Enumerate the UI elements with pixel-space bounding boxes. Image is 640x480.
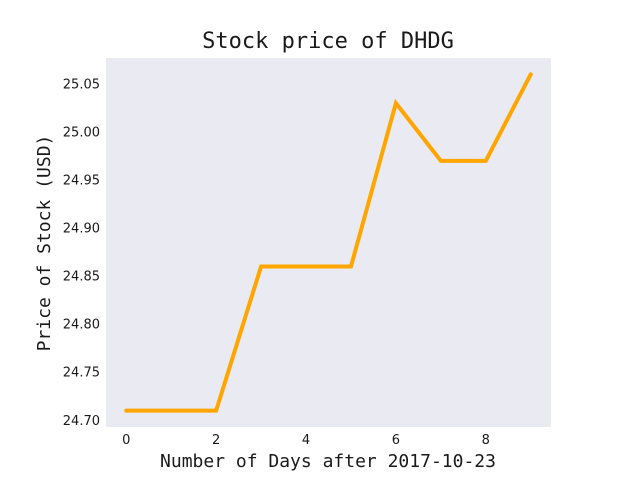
y-tick-label: 25.00 [63,125,100,140]
x-tick-label: 8 [482,433,490,448]
series-group [124,72,533,413]
y-tick-label: 24.75 [63,366,100,381]
y-tick-label: 24.85 [63,270,100,285]
y-tick-label: 24.70 [63,414,100,429]
x-tick-label: 0 [122,433,130,448]
x-tick-label: 6 [392,433,400,448]
x-tick-label: 2 [212,433,220,448]
y-tick-label: 24.80 [63,318,100,333]
price-line [124,72,533,413]
x-axis: 0 2 4 6 8 [122,433,490,448]
y-tick-label: 25.05 [63,77,100,92]
plot-area [106,58,551,427]
x-tick-label: 4 [302,433,310,448]
chart-title: Stock price of DHDG [202,29,454,54]
x-axis-label: Number of Days after 2017-10-23 [160,451,496,472]
y-tick-label: 24.95 [63,174,100,189]
y-tick-label: 24.90 [63,222,100,237]
y-axis-label: Price of Stock (USD) [34,135,55,352]
y-axis: 24.70 24.75 24.80 24.85 24.90 24.95 25.00 25.05 [63,77,100,428]
